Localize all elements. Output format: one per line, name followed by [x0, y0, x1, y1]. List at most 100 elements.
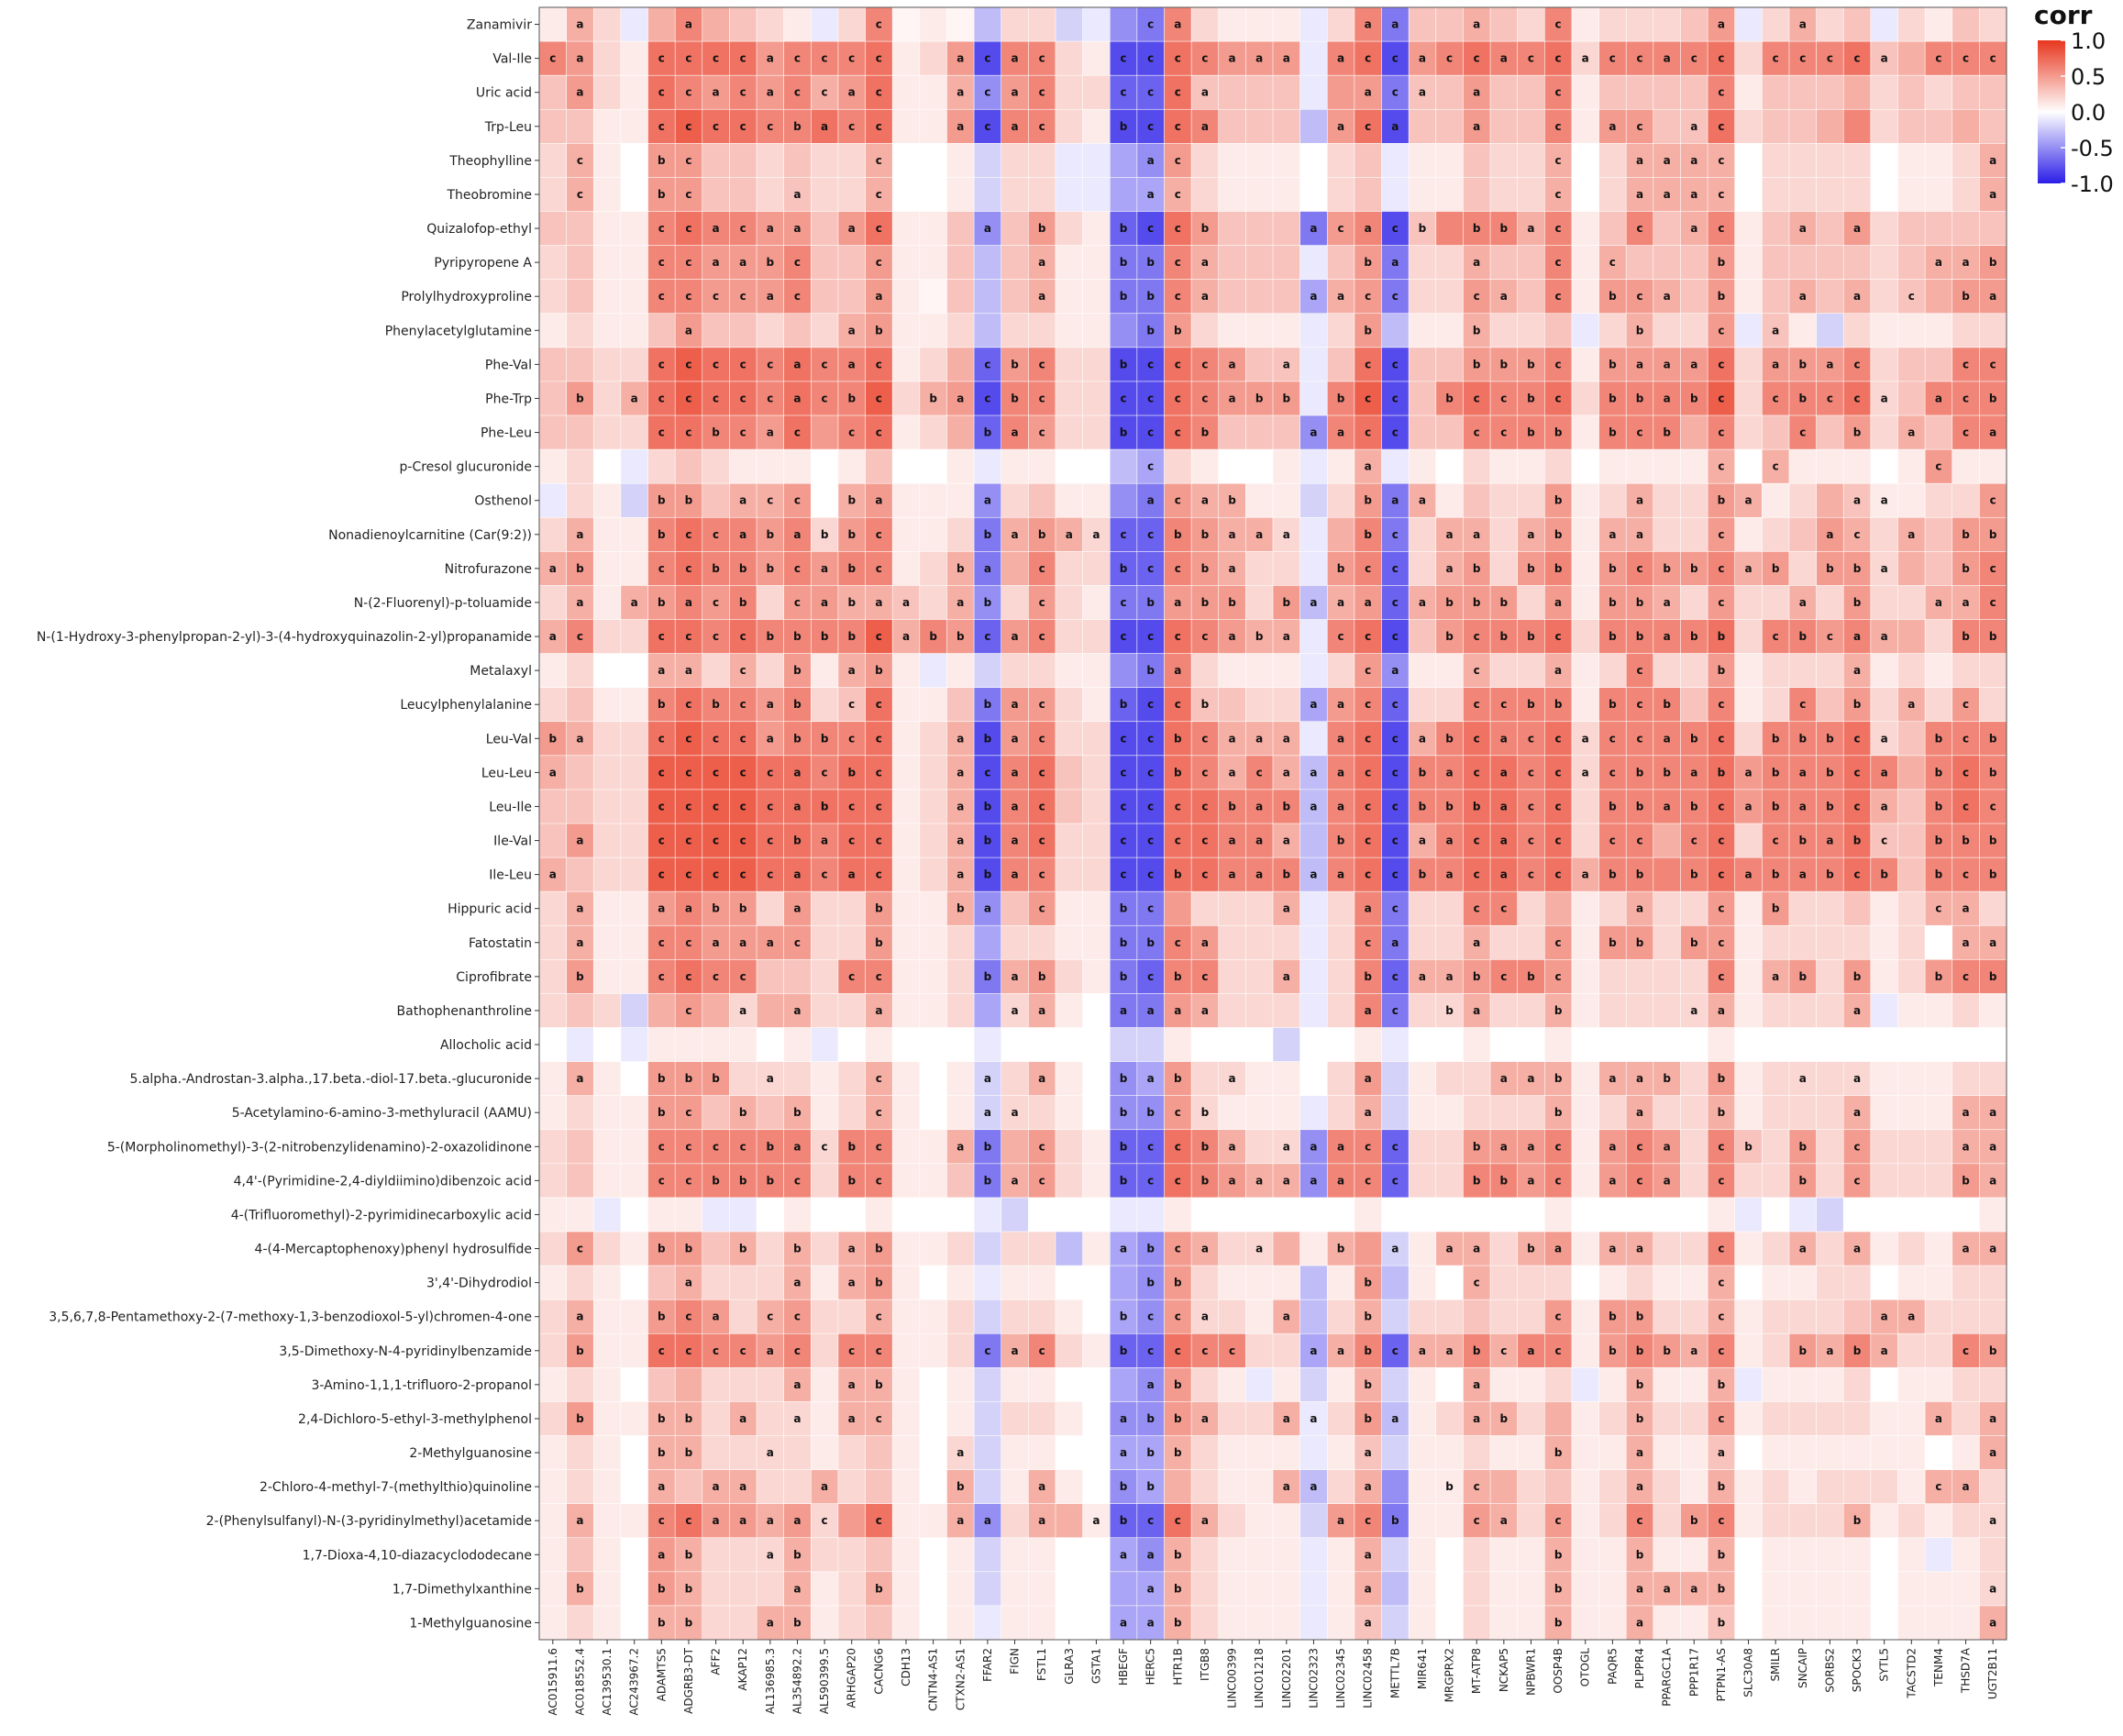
- cell-significance-letter: c: [1365, 1174, 1371, 1187]
- heatmap-cell: [837, 347, 867, 382]
- cell-significance-letter: c: [1120, 392, 1126, 404]
- heatmap-cell: [620, 1401, 649, 1437]
- heatmap-cell: [1381, 108, 1410, 144]
- heatmap-cell: [1544, 1605, 1573, 1641]
- heatmap-cell: [1109, 653, 1138, 689]
- heatmap-cell: [1952, 653, 1980, 689]
- cell-significance-letter: b: [1419, 766, 1427, 779]
- cell-significance-letter: c: [1799, 52, 1806, 65]
- heatmap-cell: [837, 1061, 867, 1097]
- row-label: Val-Ile: [492, 52, 532, 67]
- cell-significance-letter: b: [1201, 562, 1210, 575]
- cell-significance-letter: c: [1175, 800, 1181, 813]
- heatmap-cell: [973, 755, 1002, 791]
- heatmap-cell: [1870, 143, 1899, 179]
- row-label: Pyripyropene A: [434, 256, 532, 271]
- heatmap-cell: [1028, 924, 1056, 960]
- cell-significance-letter: c: [848, 426, 855, 439]
- heatmap-cell: [1788, 381, 1818, 416]
- heatmap-cell: [1517, 619, 1545, 655]
- heatmap-cell: [1218, 1503, 1246, 1539]
- cell-significance-letter: c: [1718, 1277, 1724, 1289]
- heatmap-cell: [946, 653, 975, 689]
- heatmap-cell: [1082, 415, 1111, 450]
- heatmap-cell: [592, 619, 622, 655]
- heatmap-cell: [592, 143, 622, 179]
- heatmap-cell: [865, 1571, 893, 1607]
- heatmap-cell: [1734, 721, 1763, 757]
- heatmap-cell: [566, 1435, 594, 1471]
- cell-significance-letter: c: [767, 766, 773, 779]
- heatmap-cell: [1463, 1367, 1491, 1403]
- heatmap-cell: [1680, 1537, 1708, 1573]
- cell-significance-letter: b: [1989, 1344, 1997, 1357]
- heatmap-cell: [1218, 74, 1246, 110]
- cell-significance-letter: a: [1963, 256, 1970, 269]
- heatmap-cell: [1055, 1163, 1084, 1199]
- cell-significance-letter: a: [1038, 290, 1045, 303]
- heatmap-cell: [1952, 857, 1980, 892]
- cell-significance-letter: a: [1664, 392, 1671, 404]
- cell-significance-letter: c: [1853, 1140, 1860, 1153]
- heatmap-cell: [1354, 381, 1383, 416]
- heatmap-cell: [1842, 516, 1872, 552]
- cell-significance-letter: c: [1392, 902, 1399, 915]
- heatmap-cell: [1354, 6, 1383, 42]
- heatmap-cell: [1653, 1265, 1682, 1300]
- cell-significance-letter: a: [767, 1344, 774, 1357]
- heatmap-cell: [1842, 448, 1872, 484]
- heatmap-cell: [1816, 1469, 1844, 1505]
- cell-significance-letter: a: [1744, 494, 1752, 507]
- cell-significance-letter: a: [956, 1514, 964, 1527]
- heatmap-cell: [1245, 1265, 1274, 1300]
- cell-significance-letter: a: [1147, 1004, 1155, 1017]
- cell-significance-letter: a: [1473, 528, 1480, 541]
- heatmap-cell: [919, 551, 948, 587]
- heatmap-cell: [1816, 415, 1844, 450]
- heatmap-cell: [1299, 40, 1328, 76]
- heatmap-cell: [1517, 1435, 1545, 1471]
- heatmap-cell: [1435, 279, 1465, 315]
- cell-significance-letter: c: [1392, 868, 1399, 881]
- heatmap-cell: [1816, 890, 1844, 926]
- heatmap-cell: [919, 1571, 948, 1607]
- heatmap-cell: [1435, 6, 1465, 42]
- cell-significance-letter: b: [1798, 1140, 1807, 1153]
- cell-significance-letter: a: [1147, 1548, 1155, 1561]
- cell-significance-letter: b: [956, 1480, 965, 1493]
- cell-significance-letter: b: [1798, 392, 1807, 404]
- heatmap-cell: [1001, 1027, 1029, 1063]
- cell-significance-letter: c: [1636, 562, 1642, 575]
- row-label: Ile-Val: [493, 835, 532, 849]
- heatmap-cell: [1435, 1197, 1465, 1233]
- cell-significance-letter: b: [929, 630, 937, 643]
- cell-significance-letter: c: [1201, 52, 1208, 65]
- heatmap-cell: [1055, 619, 1084, 655]
- heatmap-cell: [1762, 415, 1790, 450]
- heatmap-cell: [1680, 993, 1708, 1029]
- cell-significance-letter: b: [1500, 358, 1509, 370]
- heatmap-cell: [1055, 1027, 1084, 1063]
- heatmap-cell: [1517, 448, 1545, 484]
- heatmap-cell: [1055, 143, 1084, 179]
- heatmap-cell: [756, 1299, 785, 1334]
- heatmap-cell: [1326, 1061, 1355, 1097]
- heatmap-cell: [1734, 890, 1763, 926]
- cell-significance-letter: a: [1310, 766, 1317, 779]
- heatmap-cell: [592, 108, 622, 144]
- heatmap-cell: [1326, 1197, 1355, 1233]
- heatmap-cell: [973, 1605, 1002, 1641]
- cell-significance-letter: c: [1147, 800, 1154, 813]
- column-label: NPBWR1: [1524, 1648, 1537, 1696]
- heatmap-cell: [1435, 381, 1465, 416]
- heatmap-cell: [1762, 585, 1790, 621]
- heatmap-cell: [865, 482, 893, 518]
- heatmap-cell: [1517, 1537, 1545, 1573]
- cell-significance-letter: a: [1337, 1140, 1344, 1153]
- heatmap-cell: [1299, 143, 1328, 179]
- cell-significance-letter: b: [1609, 800, 1617, 813]
- heatmap-cell: [810, 585, 839, 621]
- cell-significance-letter: a: [1283, 1140, 1290, 1153]
- cell-significance-letter: c: [1365, 562, 1371, 575]
